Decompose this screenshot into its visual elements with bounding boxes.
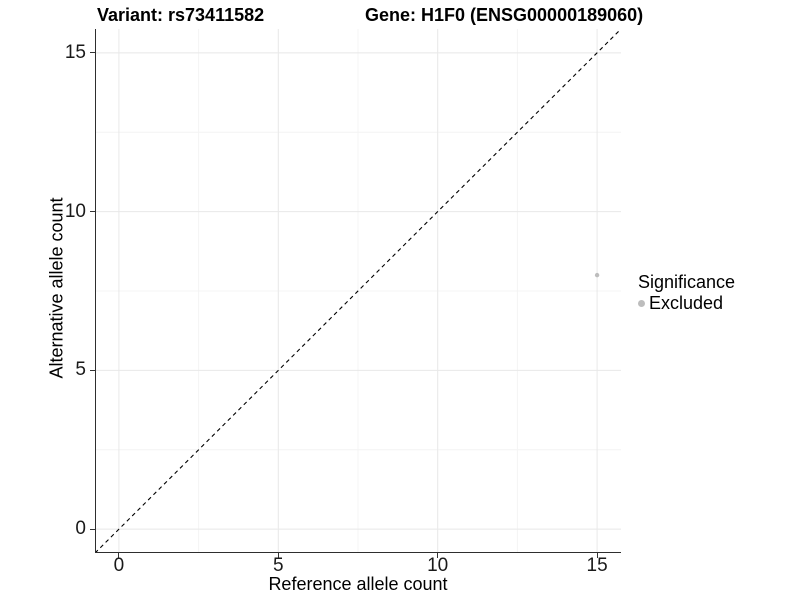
legend: Significance Excluded — [638, 272, 735, 313]
identity-reference-line — [95, 29, 621, 553]
x-tick-mark — [118, 553, 120, 558]
x-axis-title: Reference allele count — [268, 574, 448, 594]
plot-title-variant: Variant: rs73411582 — [97, 5, 265, 25]
y-axis-title-text: Alternative allele count — [46, 197, 67, 379]
legend-item-excluded: Excluded — [638, 293, 735, 313]
x-tick-mark — [277, 553, 279, 558]
legend-item-label: Excluded — [649, 293, 724, 313]
y-tick-label: 5 — [75, 359, 86, 381]
x-tick-mark — [596, 553, 598, 558]
plot-panel — [95, 29, 621, 553]
plot-title-gene: Gene: H1F0 (ENSG00000189060) — [365, 5, 644, 25]
y-tick-label: 0 — [75, 518, 86, 540]
x-tick-mark — [437, 553, 439, 558]
x-tick-label: 15 — [586, 555, 608, 576]
x-tick-label: 10 — [427, 555, 449, 576]
y-tick-label: 15 — [64, 41, 86, 63]
legend-title: Significance — [638, 272, 736, 292]
data-point — [594, 272, 600, 278]
y-tick-mark — [90, 211, 95, 213]
y-tick-label: 10 — [64, 200, 86, 222]
x-tick-label: 0 — [113, 555, 125, 576]
legend-point-icon — [638, 299, 645, 307]
x-tick-label: 5 — [273, 555, 284, 576]
y-tick-mark — [90, 369, 95, 371]
y-tick-mark — [90, 528, 95, 530]
y-tick-mark — [90, 52, 95, 54]
